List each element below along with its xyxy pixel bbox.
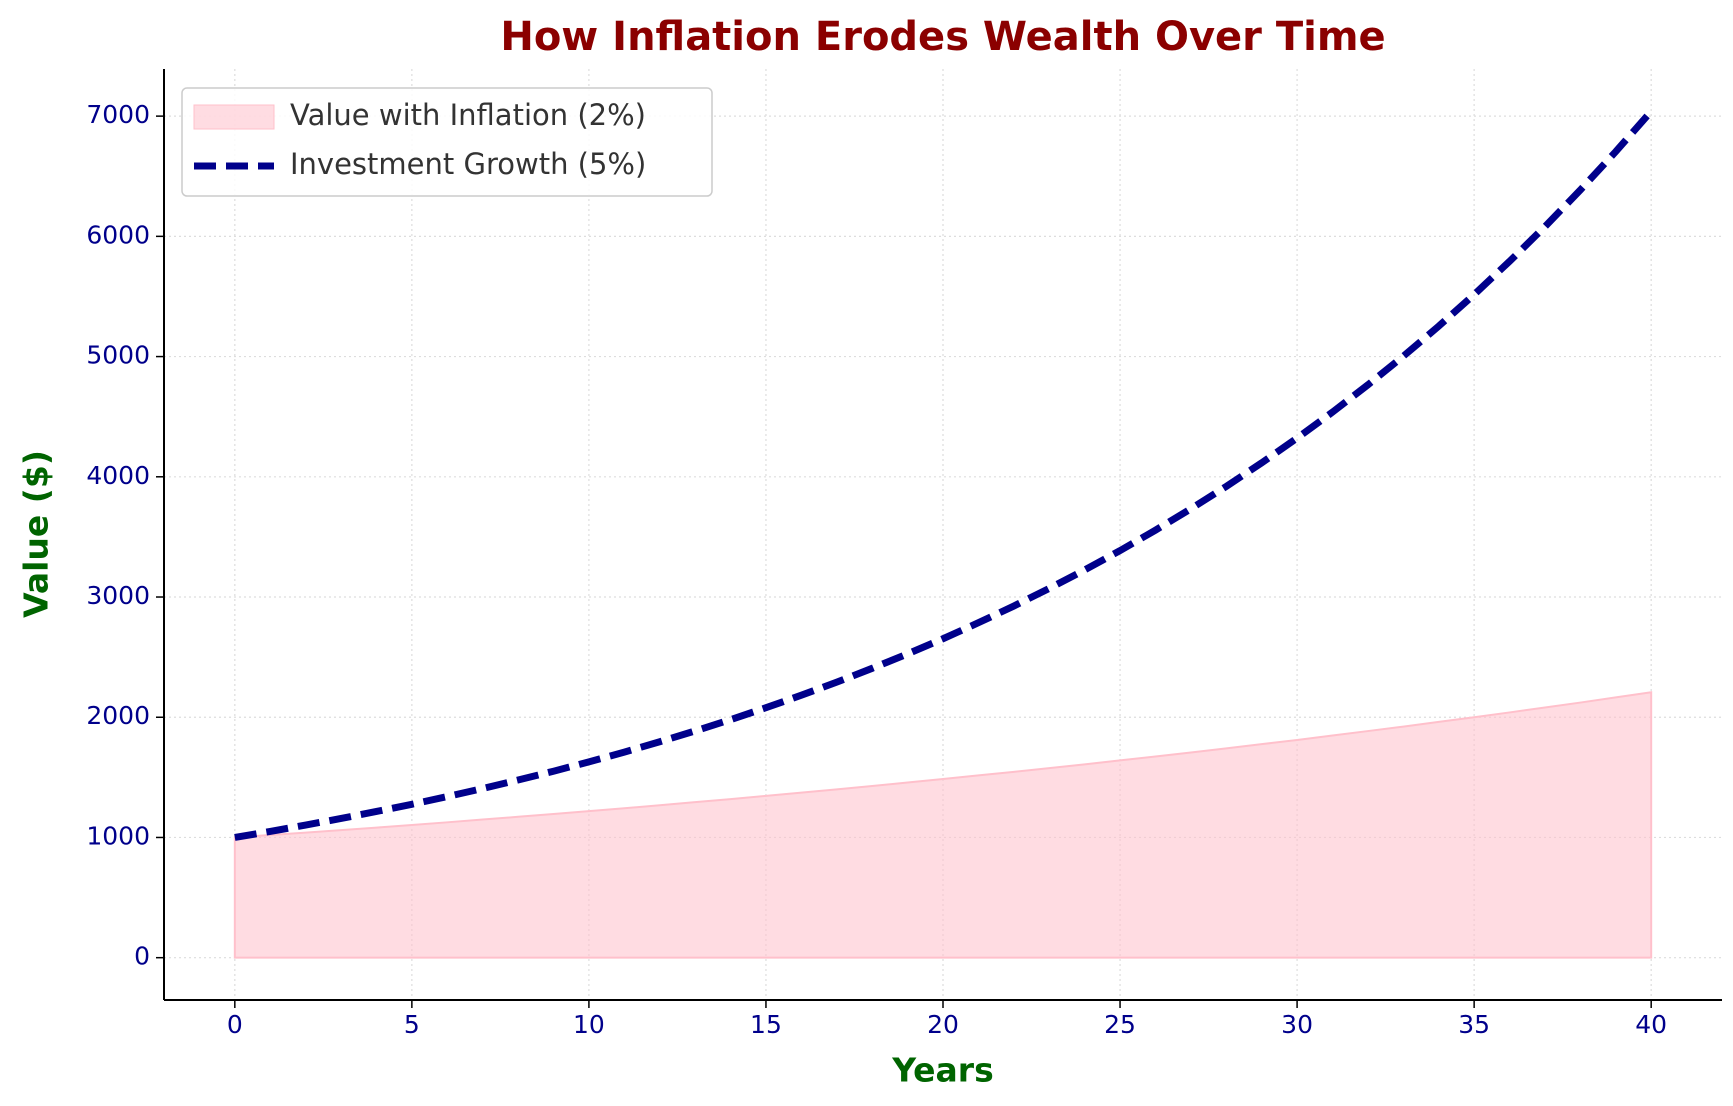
y-tick-label: 2000 xyxy=(86,701,150,730)
x-tick-label: 25 xyxy=(1104,1010,1136,1039)
y-tick-label: 4000 xyxy=(86,461,150,490)
y-tick-label: 1000 xyxy=(86,821,150,850)
legend-box xyxy=(181,87,713,197)
x-tick-label: 35 xyxy=(1458,1010,1490,1039)
y-tick-label: 3000 xyxy=(86,581,150,610)
y-axis-label: Value ($) xyxy=(17,450,56,618)
x-tick-label: 15 xyxy=(750,1010,782,1039)
x-tick-label: 20 xyxy=(927,1010,959,1039)
x-tick-label: 5 xyxy=(404,1010,420,1039)
y-tick-label: 7000 xyxy=(86,100,150,129)
y-tick-label: 5000 xyxy=(86,341,150,370)
x-tick-label: 10 xyxy=(573,1010,605,1039)
x-tick-label: 40 xyxy=(1635,1010,1667,1039)
chart-title: How Inflation Erodes Wealth Over Time xyxy=(500,14,1385,60)
x-axis-label: Years xyxy=(891,1051,993,1090)
legend-label: Investment Growth (5%) xyxy=(290,147,646,181)
y-tick-label: 0 xyxy=(134,942,150,971)
y-tick-label: 6000 xyxy=(86,220,150,249)
x-tick-label: 30 xyxy=(1281,1010,1313,1039)
area xyxy=(233,691,1653,959)
legend-label: Value with Inflation (2%) xyxy=(290,98,646,132)
legend-swatch xyxy=(193,104,275,130)
line xyxy=(234,109,1654,841)
x-tick-label: 0 xyxy=(227,1010,243,1039)
